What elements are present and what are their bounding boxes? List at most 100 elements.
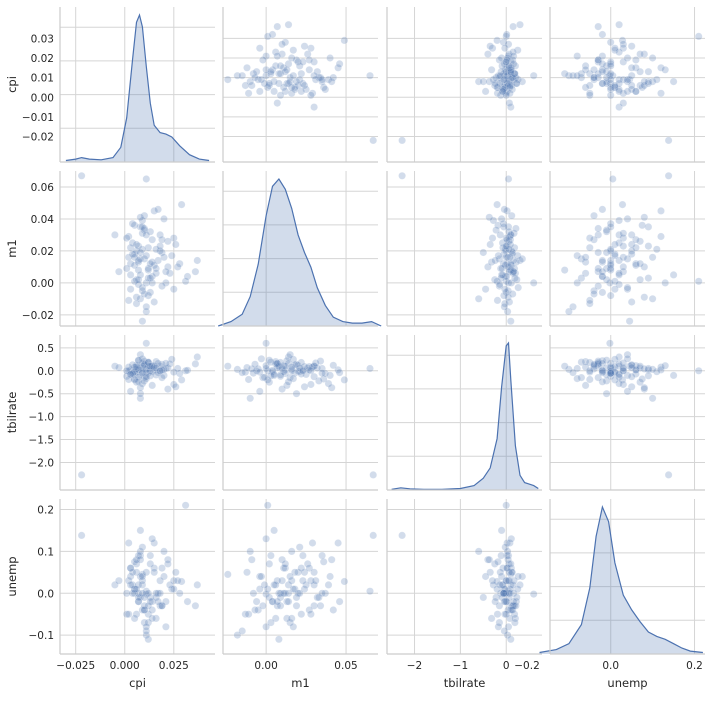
scatter-point	[484, 263, 492, 271]
scatter-point	[251, 606, 259, 614]
y-axis-label-m1: m1	[5, 239, 19, 258]
scatter-point	[625, 317, 634, 326]
scatter-point	[503, 631, 512, 639]
scatter-point	[496, 71, 505, 80]
scatter-point	[326, 54, 334, 62]
scatter-point	[577, 373, 586, 382]
scatter-point	[142, 631, 151, 639]
scatter-point	[132, 568, 141, 577]
scatter-point	[246, 77, 255, 86]
scatter-point	[619, 89, 628, 98]
scatter-point	[146, 366, 155, 375]
scatter-point	[150, 539, 159, 547]
scatter-point	[502, 234, 511, 242]
scatter-point	[276, 69, 285, 78]
scatter-point	[598, 272, 607, 281]
scatter-point	[611, 44, 619, 53]
scatter-point	[124, 363, 133, 371]
scatter-point	[302, 85, 310, 94]
scatter-point	[501, 44, 509, 53]
scatter-point	[150, 361, 159, 370]
scatter-point	[291, 568, 299, 577]
scatter-point	[134, 363, 143, 371]
scatter-point	[158, 235, 166, 244]
y-axis-label-cpi: cpi	[5, 76, 19, 93]
scatter-point	[598, 30, 607, 39]
scatter-point	[243, 568, 251, 577]
scatter-point	[627, 247, 636, 255]
scatter-point	[136, 383, 145, 392]
scatter-point	[694, 366, 703, 375]
scatter-point	[294, 589, 302, 598]
scatter-point	[329, 606, 338, 614]
scatter-point	[506, 606, 515, 614]
scatter-point	[140, 373, 149, 382]
scatter-point	[502, 576, 511, 585]
scatter-point	[162, 597, 170, 606]
scatter-point	[223, 75, 232, 84]
scatter-point	[166, 269, 174, 278]
scatter-point	[632, 56, 640, 64]
scatter-point	[140, 360, 149, 369]
scatter-point	[625, 75, 634, 84]
scatter-point	[606, 58, 615, 66]
scatter-point	[144, 369, 153, 377]
scatter-point	[508, 606, 517, 614]
scatter-point	[132, 275, 141, 284]
scatter-point	[486, 240, 495, 249]
scatter-point	[313, 67, 322, 76]
scatter-point	[262, 339, 270, 348]
scatter-point	[318, 551, 326, 560]
scatter-point	[608, 175, 617, 183]
scatter-point	[238, 71, 247, 80]
scatter-point	[144, 589, 153, 598]
scatter-point	[638, 375, 647, 383]
scatter-point	[619, 359, 628, 367]
scatter-point	[138, 570, 147, 579]
scatter-point	[640, 383, 649, 392]
scatter-point	[275, 635, 283, 644]
scatter-point	[299, 551, 307, 560]
scatter-point	[619, 263, 628, 271]
scatter-point	[134, 258, 143, 266]
scatter-point	[479, 248, 488, 257]
scatter-point	[623, 255, 632, 263]
scatter-point	[615, 20, 623, 29]
scatter-point	[606, 219, 615, 228]
scatter-point	[308, 89, 317, 98]
scatter-point	[510, 243, 519, 252]
scatter-point	[270, 371, 278, 380]
scatter-point	[503, 207, 511, 215]
scatter-point	[130, 557, 139, 566]
y-tick-label: −1.5	[29, 435, 55, 447]
scatter-point	[154, 205, 162, 214]
x-axis-label-cpi: cpi	[129, 676, 146, 690]
scatter-point	[507, 261, 516, 270]
scatter-point	[510, 601, 519, 610]
scatter-point	[506, 240, 515, 249]
scatter-point	[611, 285, 619, 294]
scatter-point	[140, 618, 149, 627]
scatter-point	[193, 256, 202, 265]
scatter-point	[502, 277, 511, 286]
scatter-point	[295, 364, 304, 372]
scatter-point	[506, 570, 515, 579]
scatter-point	[327, 555, 336, 564]
scatter-point	[598, 272, 607, 281]
scatter-point	[501, 272, 510, 281]
scatter-point	[142, 279, 151, 287]
scatter-point	[619, 44, 628, 53]
scatter-point	[249, 369, 258, 377]
scatter-point	[618, 376, 627, 384]
scatter-point	[632, 243, 640, 252]
scatter-point	[263, 585, 272, 593]
scatter-point	[138, 362, 147, 371]
scatter-point	[518, 572, 527, 581]
scatter-point	[284, 60, 293, 68]
scatter-point	[648, 253, 657, 262]
scatter-point	[275, 79, 283, 88]
scatter-point	[138, 367, 147, 376]
scatter-point	[267, 358, 275, 366]
scatter-point	[615, 256, 623, 265]
scatter-point	[300, 42, 309, 51]
